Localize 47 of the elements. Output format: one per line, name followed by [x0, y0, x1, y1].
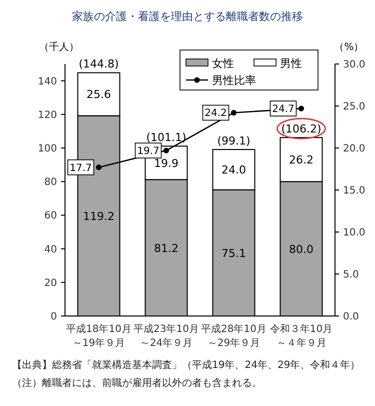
- text: 【出典】総務省「就業構造基本調査」（平成19年、24年、29年、令和４年）: [12, 359, 360, 371]
- y-tick-label: 100: [38, 144, 57, 154]
- x-tick-label: 令和３年10月～４年９月: [270, 323, 333, 349]
- y2-tick-label: 25.0: [343, 102, 366, 112]
- legend-label: 男性比率: [212, 74, 256, 87]
- point: [230, 110, 237, 116]
- total-label: (106.2): [281, 122, 322, 136]
- y-tick-label: 140: [38, 76, 57, 88]
- data-label: 24.0: [222, 164, 246, 177]
- y-axis-title: （千人）: [39, 41, 79, 53]
- y-tick-label: 80: [44, 177, 57, 188]
- total-label: (144.8): [78, 58, 119, 71]
- text: （注）離職者には、前職が雇用者以外の者も含まれる。: [12, 377, 262, 389]
- y2-tick-label: 10.0: [343, 228, 366, 238]
- legend-label: 男性: [280, 57, 302, 70]
- x-tick-label: 平成18年10月～19年９月: [66, 323, 132, 349]
- y-tick-label: 120: [38, 110, 57, 121]
- y2-tick-label: 30.0: [343, 60, 366, 70]
- x-tick-label: 平成23年10月～24年９月: [134, 323, 199, 349]
- y2-tick-label: 0.0: [343, 312, 359, 322]
- data-label: 25.6: [86, 88, 111, 102]
- data-label: 119.2: [83, 210, 114, 223]
- data-label: 24.7: [272, 104, 294, 116]
- x-tick-label: 平成28年10月～29年９月: [201, 323, 266, 349]
- y-tick-label: 20: [44, 278, 57, 289]
- chart-title: 家族の介護・看護を理由とする離職者数の推移: [72, 10, 303, 23]
- data-label: 80.0: [289, 242, 314, 256]
- data-label: 26.2: [289, 154, 314, 167]
- data-label: 81.2: [154, 242, 178, 255]
- point: [96, 164, 102, 170]
- legend-label: 女性: [212, 57, 234, 70]
- y-tick-label: 0: [50, 312, 57, 322]
- total-label: (101.1): [146, 131, 186, 144]
- y2-tick-label: 5.0: [343, 270, 359, 280]
- data-label: 24.2: [204, 108, 227, 120]
- point: [298, 106, 304, 112]
- total-label: (99.1): [217, 134, 250, 148]
- data-label: 17.7: [70, 162, 92, 174]
- y-tick-label: 60: [44, 210, 57, 222]
- y2-axis-title: （%）: [334, 42, 364, 53]
- data-label: 19.7: [137, 146, 160, 158]
- data-label: 19.9: [154, 156, 178, 170]
- point: [163, 148, 170, 154]
- y2-tick-label: 20.0: [343, 144, 366, 154]
- y2-tick-label: 15.0: [343, 186, 366, 196]
- data-label: 75.1: [222, 246, 246, 260]
- y-tick-label: 40: [44, 244, 57, 256]
